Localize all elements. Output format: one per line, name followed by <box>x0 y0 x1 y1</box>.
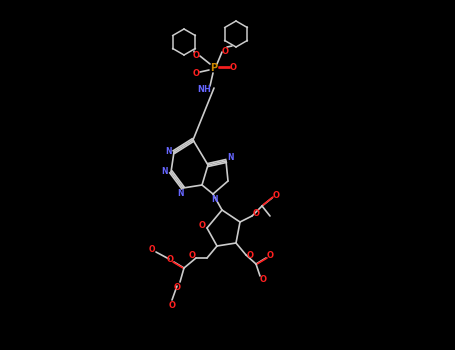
Text: N: N <box>162 168 168 176</box>
Text: O: O <box>168 301 176 310</box>
Text: O: O <box>247 252 253 260</box>
Text: P: P <box>210 63 217 73</box>
Text: N: N <box>178 189 184 198</box>
Text: N: N <box>211 196 217 204</box>
Text: O: O <box>188 251 196 259</box>
Text: N: N <box>165 147 171 156</box>
Text: O: O <box>173 282 181 292</box>
Text: N: N <box>228 154 234 162</box>
Text: O: O <box>273 191 279 201</box>
Text: O: O <box>149 245 155 253</box>
Text: O: O <box>259 275 267 285</box>
Text: O: O <box>167 254 173 264</box>
Text: O: O <box>192 50 199 60</box>
Text: O: O <box>229 63 237 72</box>
Text: O: O <box>267 252 273 260</box>
Text: O: O <box>253 210 259 218</box>
Text: O: O <box>222 47 228 56</box>
Text: NH: NH <box>197 84 211 93</box>
Text: O: O <box>192 69 199 77</box>
Text: O: O <box>198 222 206 231</box>
